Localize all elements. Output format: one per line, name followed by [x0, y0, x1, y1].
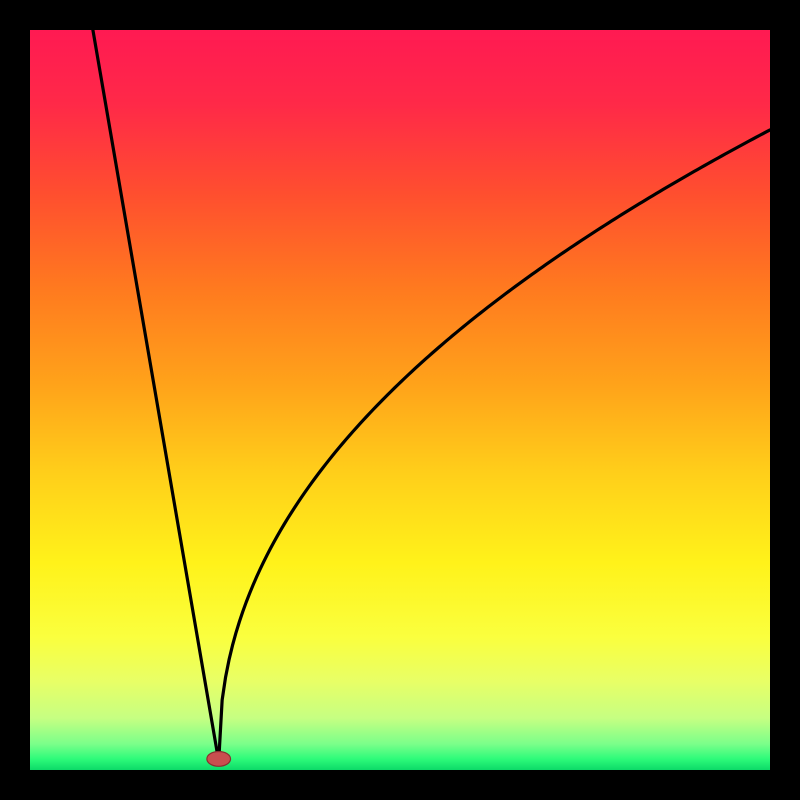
bottleneck-chart — [0, 0, 800, 800]
figure-frame: TheBottleneck.com — [0, 0, 800, 800]
optimal-point-marker — [207, 752, 231, 767]
plot-background — [30, 30, 770, 770]
